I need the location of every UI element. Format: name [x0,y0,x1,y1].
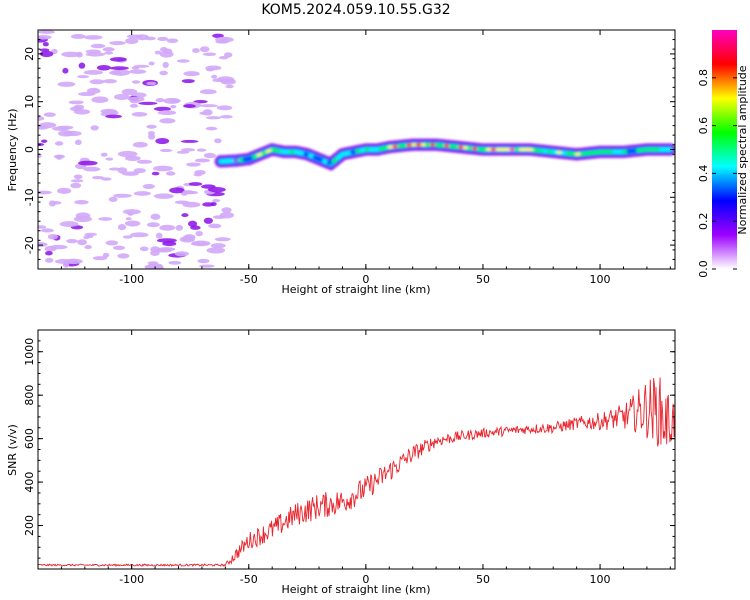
spectrogram-x-label: Height of straight line (km) [281,283,430,296]
snr-x-label: Height of straight line (km) [281,583,430,596]
snr-panel: -100 -50 0 50 100 200 400 600 800 1000 Height of … [6,329,676,596]
snr-y-label: SNR (v/v) [6,424,19,476]
snr-x-tick-label: 0 [362,573,369,586]
colorbar: 0.0 0.2 0.4 0.6 0.8 Normalized spectral ampl… [697,30,749,278]
snr-y-tick-label: 400 [23,472,36,493]
spectrogram-noise [38,30,236,269]
colorbar-tick-label: 0.0 [697,260,710,278]
colorbar-tick-label: 0.2 [697,212,710,230]
spectrogram-x-tick-label: 0 [362,273,369,286]
snr-x-tick-label: 50 [476,573,490,586]
spectrogram-x-tick-label: -100 [119,273,144,286]
spectrogram-x-tick-label: 50 [476,273,490,286]
spectrogram-y-label: Frequency (Hz) [6,109,19,192]
snr-x-tick-label: -50 [240,573,258,586]
snr-plot-area [38,330,675,569]
snr-y-tick-label: 800 [23,385,36,406]
snr-y-tick-label: 200 [23,515,36,536]
colorbar-tick-label: 0.4 [697,165,710,183]
snr-y-tick-label: 1000 [23,338,36,366]
colorbar-tick-label: 0.6 [697,117,710,135]
snr-x-tick-label: 100 [590,573,611,586]
spectrogram-ridge [214,138,675,171]
spectrogram-y-tick-label: 10 [23,95,36,109]
colorbar-gradient [712,30,737,269]
spectrogram-x-tick-label: 100 [590,273,611,286]
colorbar-tick-label: 0.8 [697,69,710,87]
spectrogram-y-tick-label: 0 [23,146,36,153]
snr-series-line [38,377,675,568]
spectrogram-y-tick-label: 20 [23,47,36,61]
spectrogram-x-tick-label: -50 [240,273,258,286]
snr-y-tick-label: 600 [23,428,36,449]
spectrogram-y-tick-label: -10 [23,188,36,206]
figure-title: KOM5.2024.059.10.55.G32 [261,2,450,18]
colorbar-label: Normalized spectral amplitude [736,65,749,234]
spectrogram-y-tick-label: -20 [23,236,36,254]
snr-x-tick-label: -100 [119,573,144,586]
